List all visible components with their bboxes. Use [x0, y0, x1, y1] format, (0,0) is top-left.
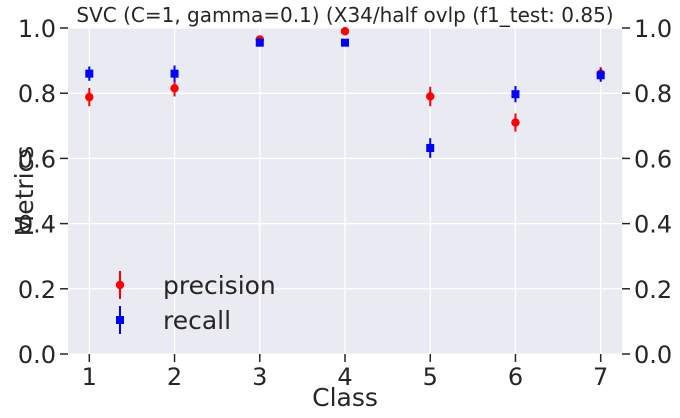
- x-tick-label: 6: [508, 363, 523, 391]
- x-axis-label: Class: [312, 383, 378, 412]
- recall-point: [511, 90, 520, 99]
- y-tick-label-right: 0.8: [634, 80, 672, 108]
- legend-item-recall: recall: [116, 306, 231, 335]
- y-tick-label-left: 0.0: [18, 341, 56, 369]
- x-tick-label: 1: [82, 363, 97, 391]
- precision-point: [85, 92, 94, 102]
- legend-precision-label: precision: [163, 271, 276, 300]
- y-tick-label-right: 0.6: [634, 145, 672, 173]
- y-tick-label-right: 0.4: [634, 211, 672, 239]
- y-tick-label-left: 0.2: [18, 276, 56, 304]
- x-tick-label: 2: [167, 363, 182, 391]
- y-tick-label-left: 0.6: [18, 145, 56, 173]
- y-tick-label-right: 0.0: [634, 341, 672, 369]
- y-tick-label-left: 0.8: [18, 80, 56, 108]
- recall-point: [596, 71, 605, 80]
- legend-recall-label: recall: [163, 306, 231, 335]
- legend-recall-marker: [116, 316, 124, 324]
- precision-point: [340, 27, 350, 36]
- y-tick-label-left: 0.4: [18, 211, 56, 239]
- precision-point: [170, 84, 179, 93]
- data-marks: [85, 27, 605, 158]
- y-axis-label: Metrics: [10, 146, 39, 237]
- y-tick-label-left: 1.0: [18, 15, 56, 43]
- grid: [68, 27, 622, 355]
- chart-title: SVC (C=1, gamma=0.1) (X34/half ovlp (f1_…: [76, 3, 613, 27]
- legend-item-precision: precision: [115, 271, 276, 300]
- recall-point: [85, 69, 94, 78]
- y-tick-label-right: 1.0: [634, 15, 672, 43]
- recall-point: [426, 143, 435, 152]
- precision-point: [511, 118, 520, 127]
- recall-point: [170, 69, 179, 78]
- legend-precision-marker: [115, 280, 125, 290]
- recall-point: [341, 38, 349, 47]
- precision-point: [426, 92, 435, 101]
- x-tick-label: 3: [252, 363, 267, 391]
- recall-point: [255, 38, 264, 47]
- x-tick-label: 4: [337, 363, 352, 391]
- x-tick-label: 7: [593, 363, 608, 391]
- y-tick-label-right: 0.2: [634, 276, 672, 304]
- x-tick-label: 5: [423, 363, 438, 391]
- ticks: 0.0 0.0 0.2 0.2 0.4 0.4 0.6 0.6 0.8 0.8 1.0 1.0 1 2 3 4…: [18, 15, 672, 391]
- legend: precision recall: [115, 271, 276, 335]
